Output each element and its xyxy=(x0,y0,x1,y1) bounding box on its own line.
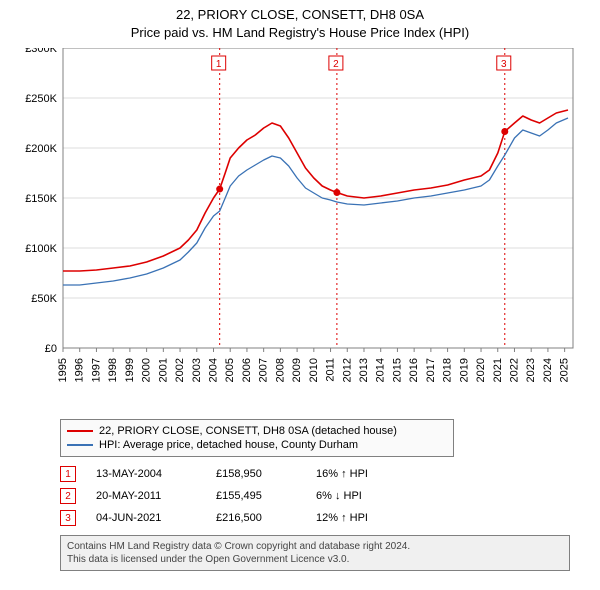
attribution-line2: This data is licensed under the Open Gov… xyxy=(67,553,563,566)
legend-label-hpi: HPI: Average price, detached house, Coun… xyxy=(99,439,358,451)
svg-text:2019: 2019 xyxy=(458,358,470,382)
svg-text:2020: 2020 xyxy=(475,358,487,382)
svg-text:2000: 2000 xyxy=(141,358,153,382)
legend-label-property: 22, PRIORY CLOSE, CONSETT, DH8 0SA (deta… xyxy=(99,425,397,437)
svg-text:2025: 2025 xyxy=(559,358,571,382)
legend: 22, PRIORY CLOSE, CONSETT, DH8 0SA (deta… xyxy=(60,419,454,457)
svg-text:2002: 2002 xyxy=(174,358,186,382)
svg-text:1996: 1996 xyxy=(74,358,86,382)
svg-text:2016: 2016 xyxy=(408,358,420,382)
attribution: Contains HM Land Registry data © Crown c… xyxy=(60,535,570,571)
svg-text:2011: 2011 xyxy=(325,358,337,382)
event-date-2: 20-MAY-2011 xyxy=(96,490,196,502)
svg-text:2006: 2006 xyxy=(241,358,253,382)
svg-text:1995: 1995 xyxy=(57,358,69,382)
svg-text:2012: 2012 xyxy=(341,358,353,382)
svg-text:1999: 1999 xyxy=(124,358,136,382)
svg-text:2: 2 xyxy=(333,59,339,70)
chart-title-subtitle: Price paid vs. HM Land Registry's House … xyxy=(0,24,600,42)
chart-svg: £0 £50K £100K £150K £200K £250K £300K 1 2 3 1995 19… xyxy=(15,48,585,406)
svg-text:£50K: £50K xyxy=(31,293,57,305)
event-rel-1: 16% ↑ HPI xyxy=(316,468,416,480)
svg-text:£100K: £100K xyxy=(25,243,57,255)
svg-text:£200K: £200K xyxy=(25,143,57,155)
chart-plot-area: £0 £50K £100K £150K £200K £250K £300K 1 2 3 1995 19… xyxy=(15,48,585,411)
svg-text:1997: 1997 xyxy=(90,358,102,382)
svg-text:2022: 2022 xyxy=(508,358,520,382)
svg-text:2024: 2024 xyxy=(542,358,554,382)
chart-container: 22, PRIORY CLOSE, CONSETT, DH8 0SA Price… xyxy=(0,0,600,590)
event-row-2: 2 20-MAY-2011 £155,495 6% ↓ HPI xyxy=(60,485,570,507)
event-price-2: £155,495 xyxy=(216,490,296,502)
svg-text:2008: 2008 xyxy=(274,358,286,382)
event-row-1: 1 13-MAY-2004 £158,950 16% ↑ HPI xyxy=(60,463,570,485)
svg-text:2023: 2023 xyxy=(525,358,537,382)
event-rel-2: 6% ↓ HPI xyxy=(316,490,416,502)
svg-text:2009: 2009 xyxy=(291,358,303,382)
event-price-1: £158,950 xyxy=(216,468,296,480)
event-marker-1: 1 xyxy=(60,466,76,482)
svg-text:2007: 2007 xyxy=(258,358,270,382)
svg-text:2013: 2013 xyxy=(358,358,370,382)
event-price-3: £216,500 xyxy=(216,512,296,524)
svg-text:2021: 2021 xyxy=(492,358,504,382)
svg-text:1998: 1998 xyxy=(107,358,119,382)
event-marker-2: 2 xyxy=(60,488,76,504)
svg-text:2003: 2003 xyxy=(191,358,203,382)
event-rel-3: 12% ↑ HPI xyxy=(316,512,416,524)
svg-text:2017: 2017 xyxy=(425,358,437,382)
events-table: 1 13-MAY-2004 £158,950 16% ↑ HPI 2 20-MA… xyxy=(60,463,570,529)
event-marker-3: 3 xyxy=(60,510,76,526)
attribution-line1: Contains HM Land Registry data © Crown c… xyxy=(67,540,563,553)
svg-text:2001: 2001 xyxy=(157,358,169,382)
legend-item-hpi: HPI: Average price, detached house, Coun… xyxy=(67,438,447,452)
svg-text:2014: 2014 xyxy=(375,358,387,382)
svg-text:£150K: £150K xyxy=(25,193,57,205)
event-date-1: 13-MAY-2004 xyxy=(96,468,196,480)
svg-text:2018: 2018 xyxy=(442,358,454,382)
svg-text:2010: 2010 xyxy=(308,358,320,382)
svg-text:2005: 2005 xyxy=(224,358,236,382)
svg-text:3: 3 xyxy=(501,59,507,70)
svg-text:£250K: £250K xyxy=(25,93,57,105)
event-row-3: 3 04-JUN-2021 £216,500 12% ↑ HPI xyxy=(60,507,570,529)
svg-text:2004: 2004 xyxy=(207,358,219,382)
svg-text:£300K: £300K xyxy=(25,48,57,55)
legend-item-property: 22, PRIORY CLOSE, CONSETT, DH8 0SA (deta… xyxy=(67,424,447,438)
svg-text:1: 1 xyxy=(216,59,222,70)
svg-text:£0: £0 xyxy=(45,343,57,355)
chart-title-address: 22, PRIORY CLOSE, CONSETT, DH8 0SA xyxy=(0,6,600,24)
svg-text:2015: 2015 xyxy=(391,358,403,382)
event-date-3: 04-JUN-2021 xyxy=(96,512,196,524)
legend-swatch-property xyxy=(67,430,93,432)
legend-swatch-hpi xyxy=(67,444,93,446)
